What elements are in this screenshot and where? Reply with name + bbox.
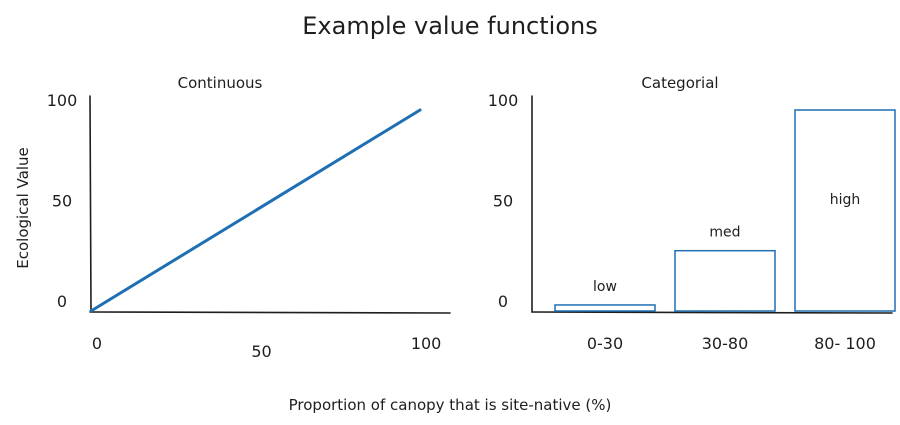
- categorial-y-tick-label: 0: [498, 292, 508, 311]
- categorial-y-tick-label: 100: [488, 91, 519, 110]
- continuous-y-tick-label: 50: [52, 192, 72, 211]
- continuous-x-tick-label: 100: [411, 334, 442, 353]
- continuous-panel: Continuous 0 50 100 0 50 100: [47, 74, 451, 361]
- bar-80-100: [794, 109, 896, 312]
- continuous-series-line: [89, 108, 422, 313]
- continuous-y-tick-label: 0: [57, 292, 67, 311]
- continuous-panel-title: Continuous: [178, 74, 263, 92]
- categorial-x-tick-label: 30-80: [702, 334, 749, 353]
- categorial-panel: Categorial 0 50 100 low med high 0-30 30-80 80…: [488, 74, 896, 353]
- continuous-x-tick-label: 50: [251, 342, 271, 361]
- categorial-x-axis: [531, 311, 893, 314]
- categorial-x-tick-label: 80- 100: [814, 334, 876, 353]
- bar-0-30: [554, 304, 656, 312]
- x-axis-label: Proportion of canopy that is site-native…: [289, 396, 612, 414]
- categorial-panel-title: Categorial: [641, 74, 718, 92]
- continuous-x-axis: [89, 311, 451, 314]
- bar-value-label: low: [593, 279, 617, 295]
- bar-30-80: [674, 249, 776, 312]
- continuous-y-axis: [89, 95, 92, 313]
- categorial-x-tick-label: 0-30: [587, 334, 623, 353]
- bar-value-label: high: [830, 192, 861, 208]
- continuous-x-tick-label: 0: [92, 334, 102, 353]
- y-axis-label: Ecological Value: [14, 147, 32, 269]
- continuous-y-tick-label: 100: [47, 91, 78, 110]
- bar-value-label: med: [709, 225, 740, 241]
- categorial-y-tick-label: 50: [493, 192, 513, 211]
- figure-title: Example value functions: [302, 12, 597, 40]
